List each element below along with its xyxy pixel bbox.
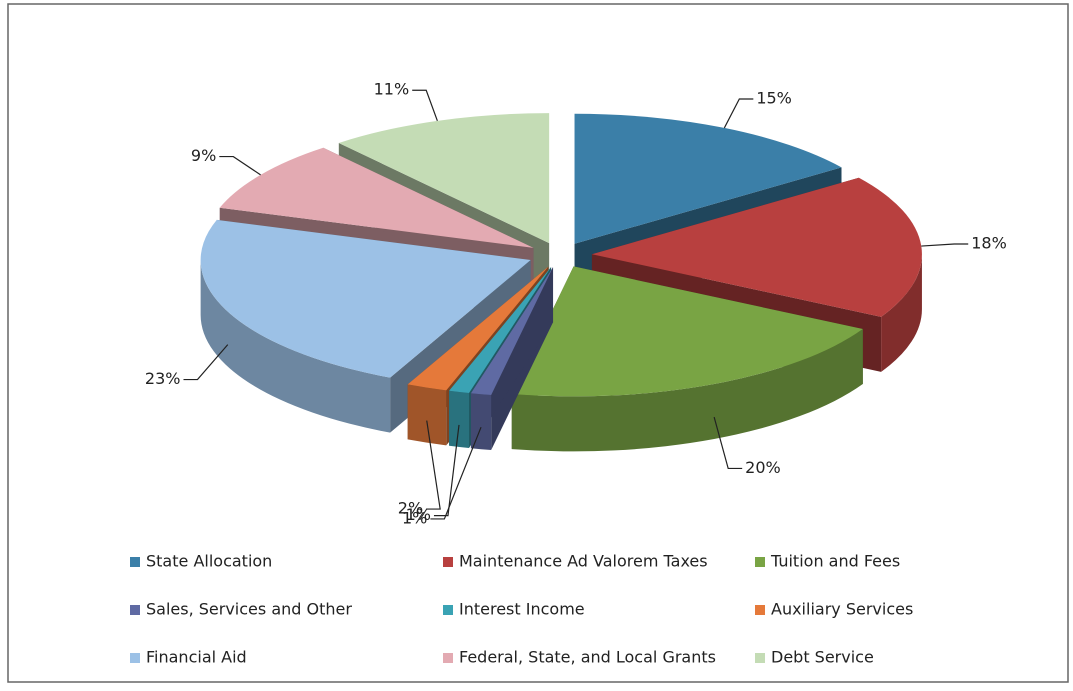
legend-swatch bbox=[443, 557, 453, 567]
leader-line bbox=[412, 89, 438, 122]
data-label: 1% bbox=[402, 508, 427, 527]
legend-swatch bbox=[130, 557, 140, 567]
leader-line bbox=[723, 98, 754, 129]
slice-wall bbox=[470, 393, 492, 450]
slice bbox=[200, 219, 531, 378]
legend-label: Sales, Services and Other bbox=[146, 600, 352, 619]
data-label: 18% bbox=[971, 234, 1007, 253]
leader-line bbox=[713, 416, 743, 470]
legend-label: Financial Aid bbox=[146, 648, 247, 667]
slice-side bbox=[470, 267, 554, 449]
slice bbox=[470, 267, 554, 395]
slice bbox=[219, 147, 534, 248]
leader-line bbox=[433, 424, 460, 517]
legend-label: Tuition and Fees bbox=[770, 552, 900, 571]
legend-label: Debt Service bbox=[771, 648, 874, 667]
leader-line bbox=[921, 243, 969, 247]
slice-wall bbox=[511, 329, 863, 452]
slice bbox=[511, 266, 863, 397]
slice bbox=[338, 113, 550, 244]
legend-swatch bbox=[130, 653, 140, 663]
legend-swatch bbox=[755, 605, 765, 615]
legend-swatch bbox=[130, 605, 140, 615]
legend: State Allocation Maintenance Ad Valorem T… bbox=[130, 552, 913, 667]
legend-label: State Allocation bbox=[146, 552, 272, 571]
legend-swatch bbox=[755, 653, 765, 663]
legend-swatch bbox=[443, 653, 453, 663]
pie: 15% 18% 20% 1%1%2% 23% 9% 11% bbox=[145, 80, 1007, 528]
data-label: 1% bbox=[406, 505, 431, 524]
leader-line bbox=[219, 155, 261, 176]
slice bbox=[449, 267, 552, 394]
legend-label: Interest Income bbox=[459, 600, 585, 619]
legend-label: Maintenance Ad Valorem Taxes bbox=[459, 552, 708, 571]
slice bbox=[591, 177, 922, 317]
leader-line bbox=[183, 344, 229, 381]
legend-swatch bbox=[755, 557, 765, 567]
data-label: 15% bbox=[756, 88, 792, 107]
slice bbox=[407, 266, 549, 391]
data-label: 11% bbox=[374, 80, 410, 99]
legend-label: Federal, State, and Local Grants bbox=[459, 648, 716, 667]
data-label: 2% bbox=[398, 499, 423, 518]
data-label: 20% bbox=[745, 458, 781, 477]
slice-wall bbox=[881, 254, 922, 372]
slice bbox=[574, 113, 842, 244]
legend-label: Auxiliary Services bbox=[771, 600, 913, 619]
data-label: 9% bbox=[191, 146, 216, 165]
data-label: 23% bbox=[145, 369, 181, 388]
slice-wall bbox=[449, 390, 470, 449]
leader-line bbox=[430, 426, 482, 520]
slice-wall bbox=[200, 260, 391, 433]
legend-swatch bbox=[443, 605, 453, 615]
slice-wall bbox=[407, 384, 447, 446]
leader-line bbox=[426, 420, 441, 510]
